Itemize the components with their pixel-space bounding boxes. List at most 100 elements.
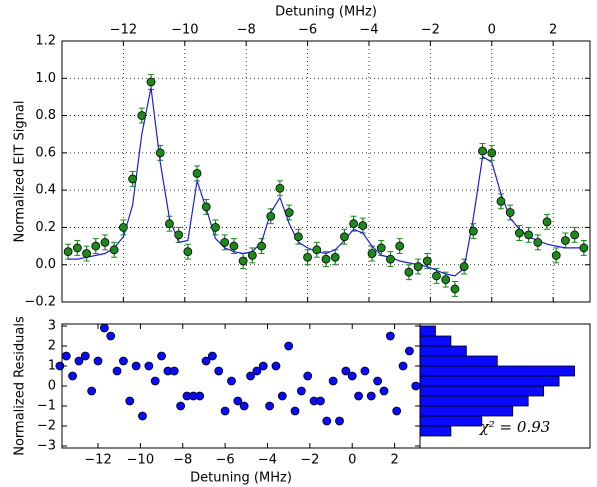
x-tick-label: 0	[348, 453, 356, 468]
residual-point	[271, 361, 281, 371]
residual-point	[398, 361, 408, 371]
data-point	[413, 262, 423, 271]
data-point	[386, 254, 395, 264]
residual-point	[265, 401, 274, 411]
data-point	[459, 262, 469, 271]
hist-bar	[419, 425, 452, 437]
data-point	[303, 252, 312, 262]
y-tick-label: 0.6	[35, 145, 56, 160]
data-point	[533, 237, 543, 247]
x-tick-label: −10	[171, 23, 198, 38]
y-tick-label: 1.2	[35, 34, 56, 49]
y-tick-label: −3	[37, 439, 56, 454]
y-tick-label: 1	[48, 359, 56, 374]
residual-point	[68, 371, 77, 381]
residual-point	[61, 351, 71, 361]
data-point	[367, 249, 377, 258]
data-point	[514, 228, 524, 238]
data-point	[128, 174, 138, 184]
y-tick-label: 0.2	[35, 220, 56, 235]
residual-point	[125, 396, 135, 406]
residual-point	[131, 361, 141, 371]
y-tick-label: 0.0	[35, 257, 56, 272]
residual-point	[316, 396, 325, 406]
residual-point	[411, 381, 421, 391]
residual-point	[354, 391, 363, 401]
residual-point	[360, 366, 370, 376]
x-tick-label: −8	[173, 453, 192, 468]
y-tick-label: 1.0	[35, 71, 56, 86]
data-point	[201, 202, 211, 212]
x-tick-label: −2	[300, 453, 319, 468]
data-point	[395, 241, 405, 251]
residual-point	[74, 356, 84, 366]
x-axis-label: Detuning (MHz)	[275, 5, 377, 20]
chi-square-label: χ² = 0.93	[479, 418, 551, 436]
data-point	[165, 219, 174, 229]
residual-point	[296, 386, 306, 396]
data-point	[312, 245, 322, 255]
data-point	[542, 217, 552, 227]
x-tick-label: 2	[390, 453, 398, 468]
data-point	[82, 249, 91, 258]
data-point	[137, 111, 147, 120]
data-point	[505, 208, 515, 217]
hist-frame	[419, 323, 591, 449]
residual-point	[328, 376, 338, 386]
residual-point	[214, 366, 224, 376]
residual-point	[169, 366, 179, 376]
x-tick-label: 0	[488, 23, 496, 38]
x-tick-label: −6	[298, 23, 317, 38]
residual-point	[233, 396, 243, 406]
residual-point	[80, 351, 90, 361]
y-tick-label: −1	[37, 399, 56, 414]
residual-point	[150, 376, 160, 386]
y-tick-label: 2	[48, 339, 56, 354]
residual-point	[239, 401, 249, 411]
hist-bar	[419, 405, 514, 417]
residual-point	[290, 406, 300, 416]
data-point	[63, 247, 73, 257]
data-point	[468, 226, 478, 236]
residual-point	[157, 351, 166, 361]
residual-point	[99, 323, 109, 333]
data-point	[211, 223, 220, 232]
y-tick-label: 3	[48, 319, 56, 334]
data-point	[404, 267, 414, 277]
data-point	[524, 230, 534, 240]
data-point	[109, 245, 119, 255]
residual-point	[55, 361, 65, 371]
x-tick-label: −6	[216, 453, 235, 468]
data-point	[579, 243, 589, 253]
residual-point	[277, 391, 287, 401]
data-point	[118, 223, 128, 232]
data-point	[432, 271, 441, 281]
hist-bar	[419, 415, 483, 427]
top-frame	[61, 40, 591, 303]
data-point	[238, 256, 248, 266]
residual-point	[144, 361, 154, 371]
residual-point	[220, 406, 230, 416]
data-point	[561, 236, 570, 245]
hist-bar	[419, 335, 452, 347]
data-point	[330, 252, 340, 262]
residual-point	[87, 386, 97, 396]
data-point	[293, 232, 303, 242]
data-point	[422, 256, 432, 266]
y-tick-label: −2	[37, 419, 56, 434]
data-point	[174, 230, 184, 240]
data-point	[155, 148, 165, 158]
data-point	[275, 183, 285, 193]
residual-point	[366, 391, 376, 401]
y-tick-label: 0	[48, 379, 56, 394]
y-tick-label: −0.2	[24, 295, 56, 310]
hist-bar	[419, 395, 529, 407]
residual-point	[112, 366, 122, 376]
residual-point	[392, 406, 402, 416]
residual-point	[119, 356, 128, 366]
residual-point	[303, 371, 313, 381]
residual-point	[335, 416, 344, 426]
residual-point	[379, 386, 389, 396]
x-tick-label: −2	[421, 23, 440, 38]
